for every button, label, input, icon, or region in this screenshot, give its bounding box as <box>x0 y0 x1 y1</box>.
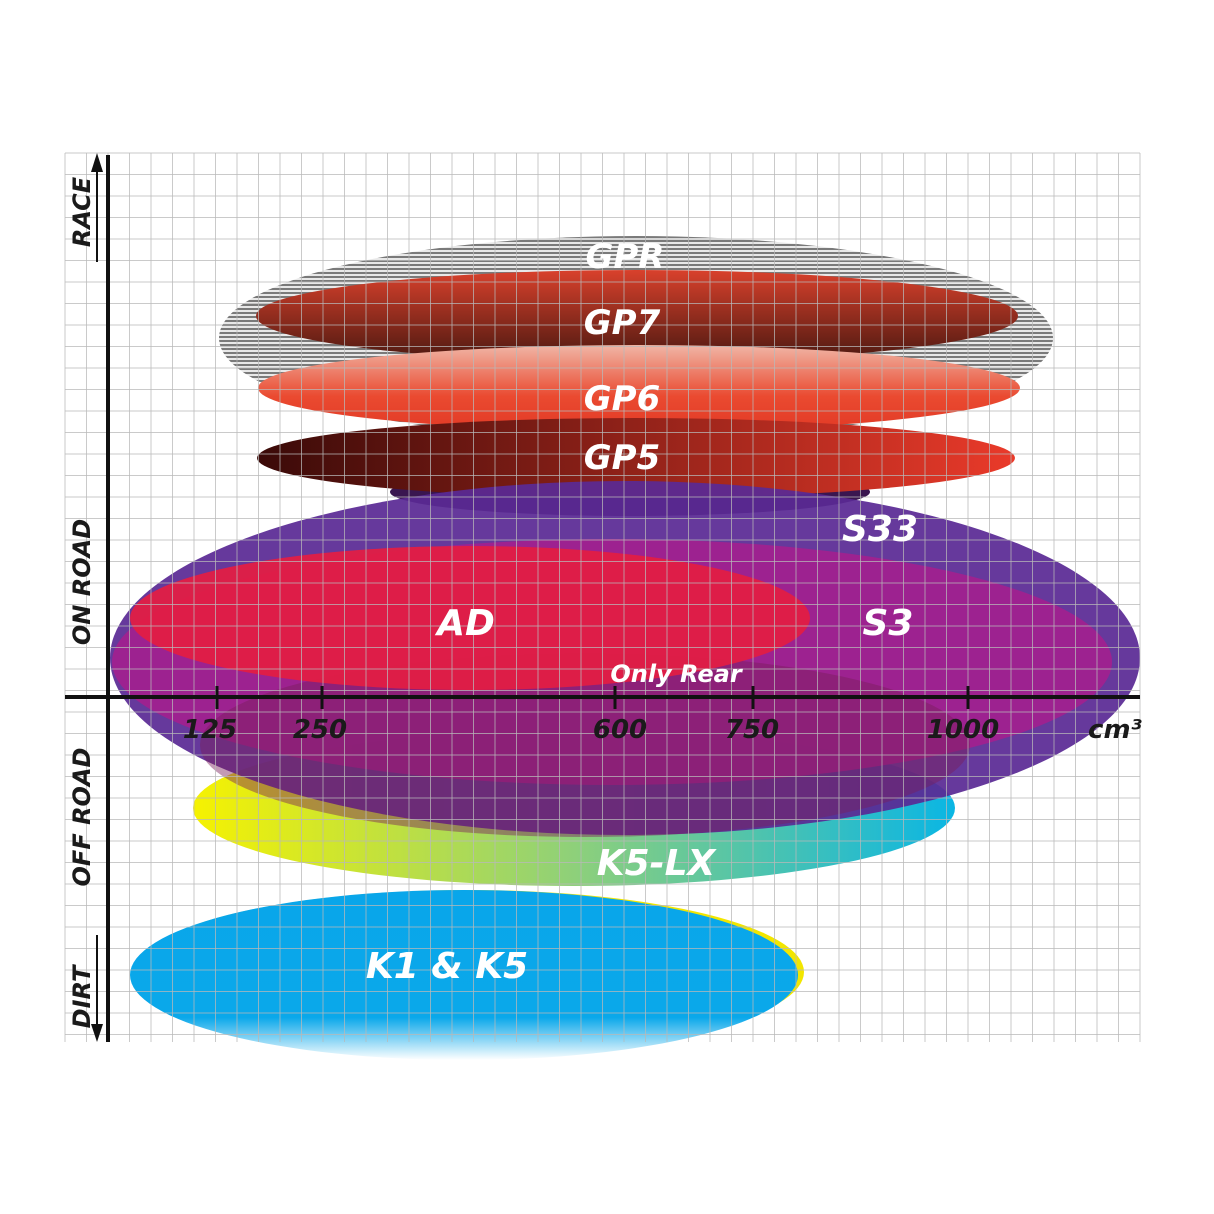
ellipse-ad <box>130 546 810 690</box>
x-tick-label-125: 125 <box>183 715 237 745</box>
y-label-race: RACE <box>68 176 96 247</box>
ellipse-gp7 <box>256 270 1018 362</box>
x-tick-label-600: 600 <box>593 715 647 745</box>
label-s3: S3 <box>863 603 914 644</box>
ellipse-gp5 <box>257 418 1015 498</box>
label-gpr: GPR <box>585 237 664 277</box>
ellipse-k1k5 <box>130 890 798 1060</box>
y-label-off-road: OFF ROAD <box>68 748 96 887</box>
race-arrow <box>91 153 103 262</box>
x-unit-label: cm³ <box>1088 715 1143 745</box>
label-gp5: GP5 <box>584 438 660 478</box>
x-tick-label-750: 750 <box>725 715 779 745</box>
y-label-on-road: ON ROAD <box>68 519 96 645</box>
label-gp6: GP6 <box>584 379 660 419</box>
ellipse-gp6 <box>258 345 1020 431</box>
x-tick-label-1000: 1000 <box>927 715 999 745</box>
dirt-arrow <box>91 935 103 1042</box>
x-tick-label-250: 250 <box>293 715 347 745</box>
label-gp7: GP7 <box>584 303 661 343</box>
label-ad: AD <box>434 603 495 644</box>
y-label-dirt: DIRT <box>68 964 96 1028</box>
label-k5lx: K5-LX <box>597 843 718 884</box>
label-only-rear: Only Rear <box>610 660 743 688</box>
label-s33: S33 <box>842 509 918 550</box>
label-k1k5: K1 & K5 <box>366 946 528 987</box>
